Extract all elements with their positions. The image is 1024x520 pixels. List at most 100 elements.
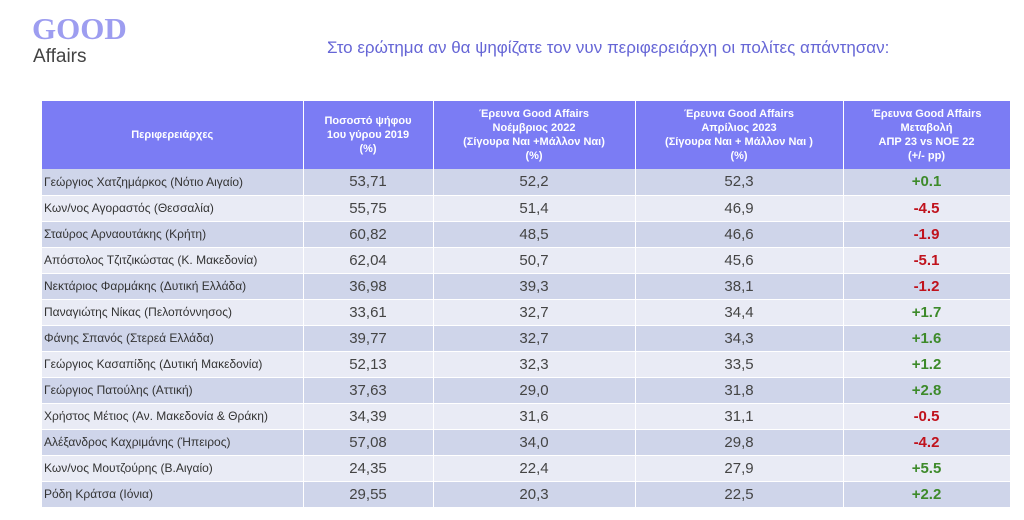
survey-nov22: 32,7 [433,325,636,352]
table-row: Παναγιώτης Νίκας (Πελοπόννησος) 33,61 32,7… [42,299,1011,326]
table-row: Κων/νος Αγοραστός (Θεσσαλία) 55,75 51,4 46,… [42,195,1011,222]
vote-2019: 62,04 [303,247,434,274]
header-line: (Σίγουρα Ναι + Μάλλον Ναι ) [665,136,813,148]
change-value: +5.5 [843,455,1011,482]
survey-nov22: 50,7 [433,247,636,274]
vote-2019: 36,98 [303,273,434,300]
governor-name: Απόστολος Τζιτζικώστας (Κ. Μακεδονία) [42,247,304,274]
vote-2019: 55,75 [303,195,434,222]
header-line: Περιφερειάρχες [131,129,214,141]
header-line: Ποσοστό ψήφου [324,115,412,127]
change-value: -4.5 [843,195,1011,222]
governor-name: Αλέξανδρος Καχριμάνης (Ήπειρος) [42,429,304,456]
header-line: (+/- pp) [908,150,945,162]
header-survey-nov22: Έρευνα Good Affairs Νοέμβριος 2022 (Σίγουρ… [433,101,636,169]
table-row: Νεκτάριος Φαρμάκης (Δυτική Ελλάδα) 36,98 3… [42,273,1011,300]
change-value: +0.1 [843,169,1011,196]
governor-name: Χρήστος Μέτιος (Αν. Μακεδονία & Θράκη) [42,403,304,430]
vote-2019: 37,63 [303,377,434,404]
governor-name: Γεώργιος Χατζημάρκος (Νότιο Αιγαίο) [42,169,304,196]
results-table: Περιφερειάρχες Ποσοστό ψήφου 1ου γύρου 201… [42,101,1011,508]
change-value: -1.9 [843,221,1011,248]
governor-name: Κων/νος Μουτζούρης (Β.Αιγαίο) [42,455,304,482]
governor-name: Γεώργιος Πατούλης (Αττική) [42,377,304,404]
header-line: (%) [730,150,748,162]
change-value: +2.8 [843,377,1011,404]
survey-apr23: 45,6 [635,247,844,274]
governor-name: Φάνης Σπανός (Στερεά Ελλάδα) [42,325,304,352]
change-value: -4.2 [843,429,1011,456]
survey-nov22: 32,3 [433,351,636,378]
header-line: (%) [525,150,543,162]
header-line: Μεταβολή [900,122,953,134]
table-row: Γεώργιος Πατούλης (Αττική) 37,63 29,0 31,8 +… [42,377,1011,404]
table-row: Αλέξανδρος Καχριμάνης (Ήπειρος) 57,08 34,0… [42,429,1011,456]
vote-2019: 52,13 [303,351,434,378]
header-line: Απρίλιος 2023 [701,122,777,134]
survey-apr23: 46,6 [635,221,844,248]
survey-nov22: 51,4 [433,195,636,222]
vote-2019: 57,08 [303,429,434,456]
vote-2019: 33,61 [303,299,434,326]
change-value: -5.1 [843,247,1011,274]
survey-apr23: 31,1 [635,403,844,430]
survey-apr23: 38,1 [635,273,844,300]
header-survey-apr23: Έρευνα Good Affairs Απρίλιος 2023 (Σίγουρα… [635,101,844,169]
vote-2019: 53,71 [303,169,434,196]
change-value: +2.2 [843,481,1011,508]
change-value: -0.5 [843,403,1011,430]
vote-2019: 29,55 [303,481,434,508]
header-row: Περιφερειάρχες Ποσοστό ψήφου 1ου γύρου 201… [42,101,1011,169]
survey-apr23: 46,9 [635,195,844,222]
table-row: Κων/νος Μουτζούρης (Β.Αιγαίο) 24,35 22,4 27… [42,455,1011,482]
header-line: ΑΠΡ 23 vs ΝΟΕ 22 [878,136,975,148]
change-value: -1.2 [843,273,1011,300]
survey-nov22: 34,0 [433,429,636,456]
header-vote-2019: Ποσοστό ψήφου 1ου γύρου 2019 (%) [303,101,434,169]
header-line: (%) [359,143,377,155]
governor-name: Παναγιώτης Νίκας (Πελοπόννησος) [42,299,304,326]
survey-apr23: 31,8 [635,377,844,404]
survey-apr23: 29,8 [635,429,844,456]
survey-apr23: 33,5 [635,351,844,378]
header-line: Έρευνα Good Affairs [871,108,982,120]
change-value: +1.6 [843,325,1011,352]
header-line: Έρευνα Good Affairs [684,108,794,120]
table-row: Γεώργιος Κασαπίδης (Δυτική Μακεδονία) 52,… [42,351,1011,378]
table-row: Απόστολος Τζιτζικώστας (Κ. Μακεδονία) 62,… [42,247,1011,274]
change-value: +1.2 [843,351,1011,378]
vote-2019: 60,82 [303,221,434,248]
survey-apr23: 34,3 [635,325,844,352]
survey-nov22: 20,3 [433,481,636,508]
governor-name: Κων/νος Αγοραστός (Θεσσαλία) [42,195,304,222]
header-line: Νοέμβριος 2022 [492,122,576,134]
page-title: Στο ερώτημα αν θα ψηφίζατε τον νυν περιφ… [327,38,890,57]
vote-2019: 24,35 [303,455,434,482]
survey-nov22: 31,6 [433,403,636,430]
survey-apr23: 27,9 [635,455,844,482]
change-value: +1.7 [843,299,1011,326]
survey-nov22: 52,2 [433,169,636,196]
header-line: 1ου γύρου 2019 [326,129,410,141]
survey-apr23: 22,5 [635,481,844,508]
survey-nov22: 29,0 [433,377,636,404]
table-row: Σταύρος Αρναουτάκης (Κρήτη) 60,82 48,5 46,6… [42,221,1011,248]
survey-nov22: 22,4 [433,455,636,482]
table-row: Χρήστος Μέτιος (Αν. Μακεδονία & Θράκη) 34… [42,403,1011,430]
governor-name: Σταύρος Αρναουτάκης (Κρήτη) [42,221,304,248]
survey-nov22: 39,3 [433,273,636,300]
table-row: Φάνης Σπανός (Στερεά Ελλάδα) 39,77 32,7 34,… [42,325,1011,352]
header-governors: Περιφερειάρχες [42,101,304,169]
survey-nov22: 48,5 [433,221,636,248]
governor-name: Γεώργιος Κασαπίδης (Δυτική Μακεδονία) [42,351,304,378]
good-affairs-logo: GOOD Affairs [32,12,127,68]
survey-apr23: 34,4 [635,299,844,326]
governor-name: Ρόδη Κράτσα (Ιόνια) [42,481,304,508]
vote-2019: 39,77 [303,325,434,352]
survey-nov22: 32,7 [433,299,636,326]
logo-good: GOOD [32,11,127,46]
survey-apr23: 52,3 [635,169,844,196]
header-line: Έρευνα Good Affairs [479,108,589,120]
logo-affairs: Affairs [33,46,87,67]
governor-name: Νεκτάριος Φαρμάκης (Δυτική Ελλάδα) [42,273,304,300]
